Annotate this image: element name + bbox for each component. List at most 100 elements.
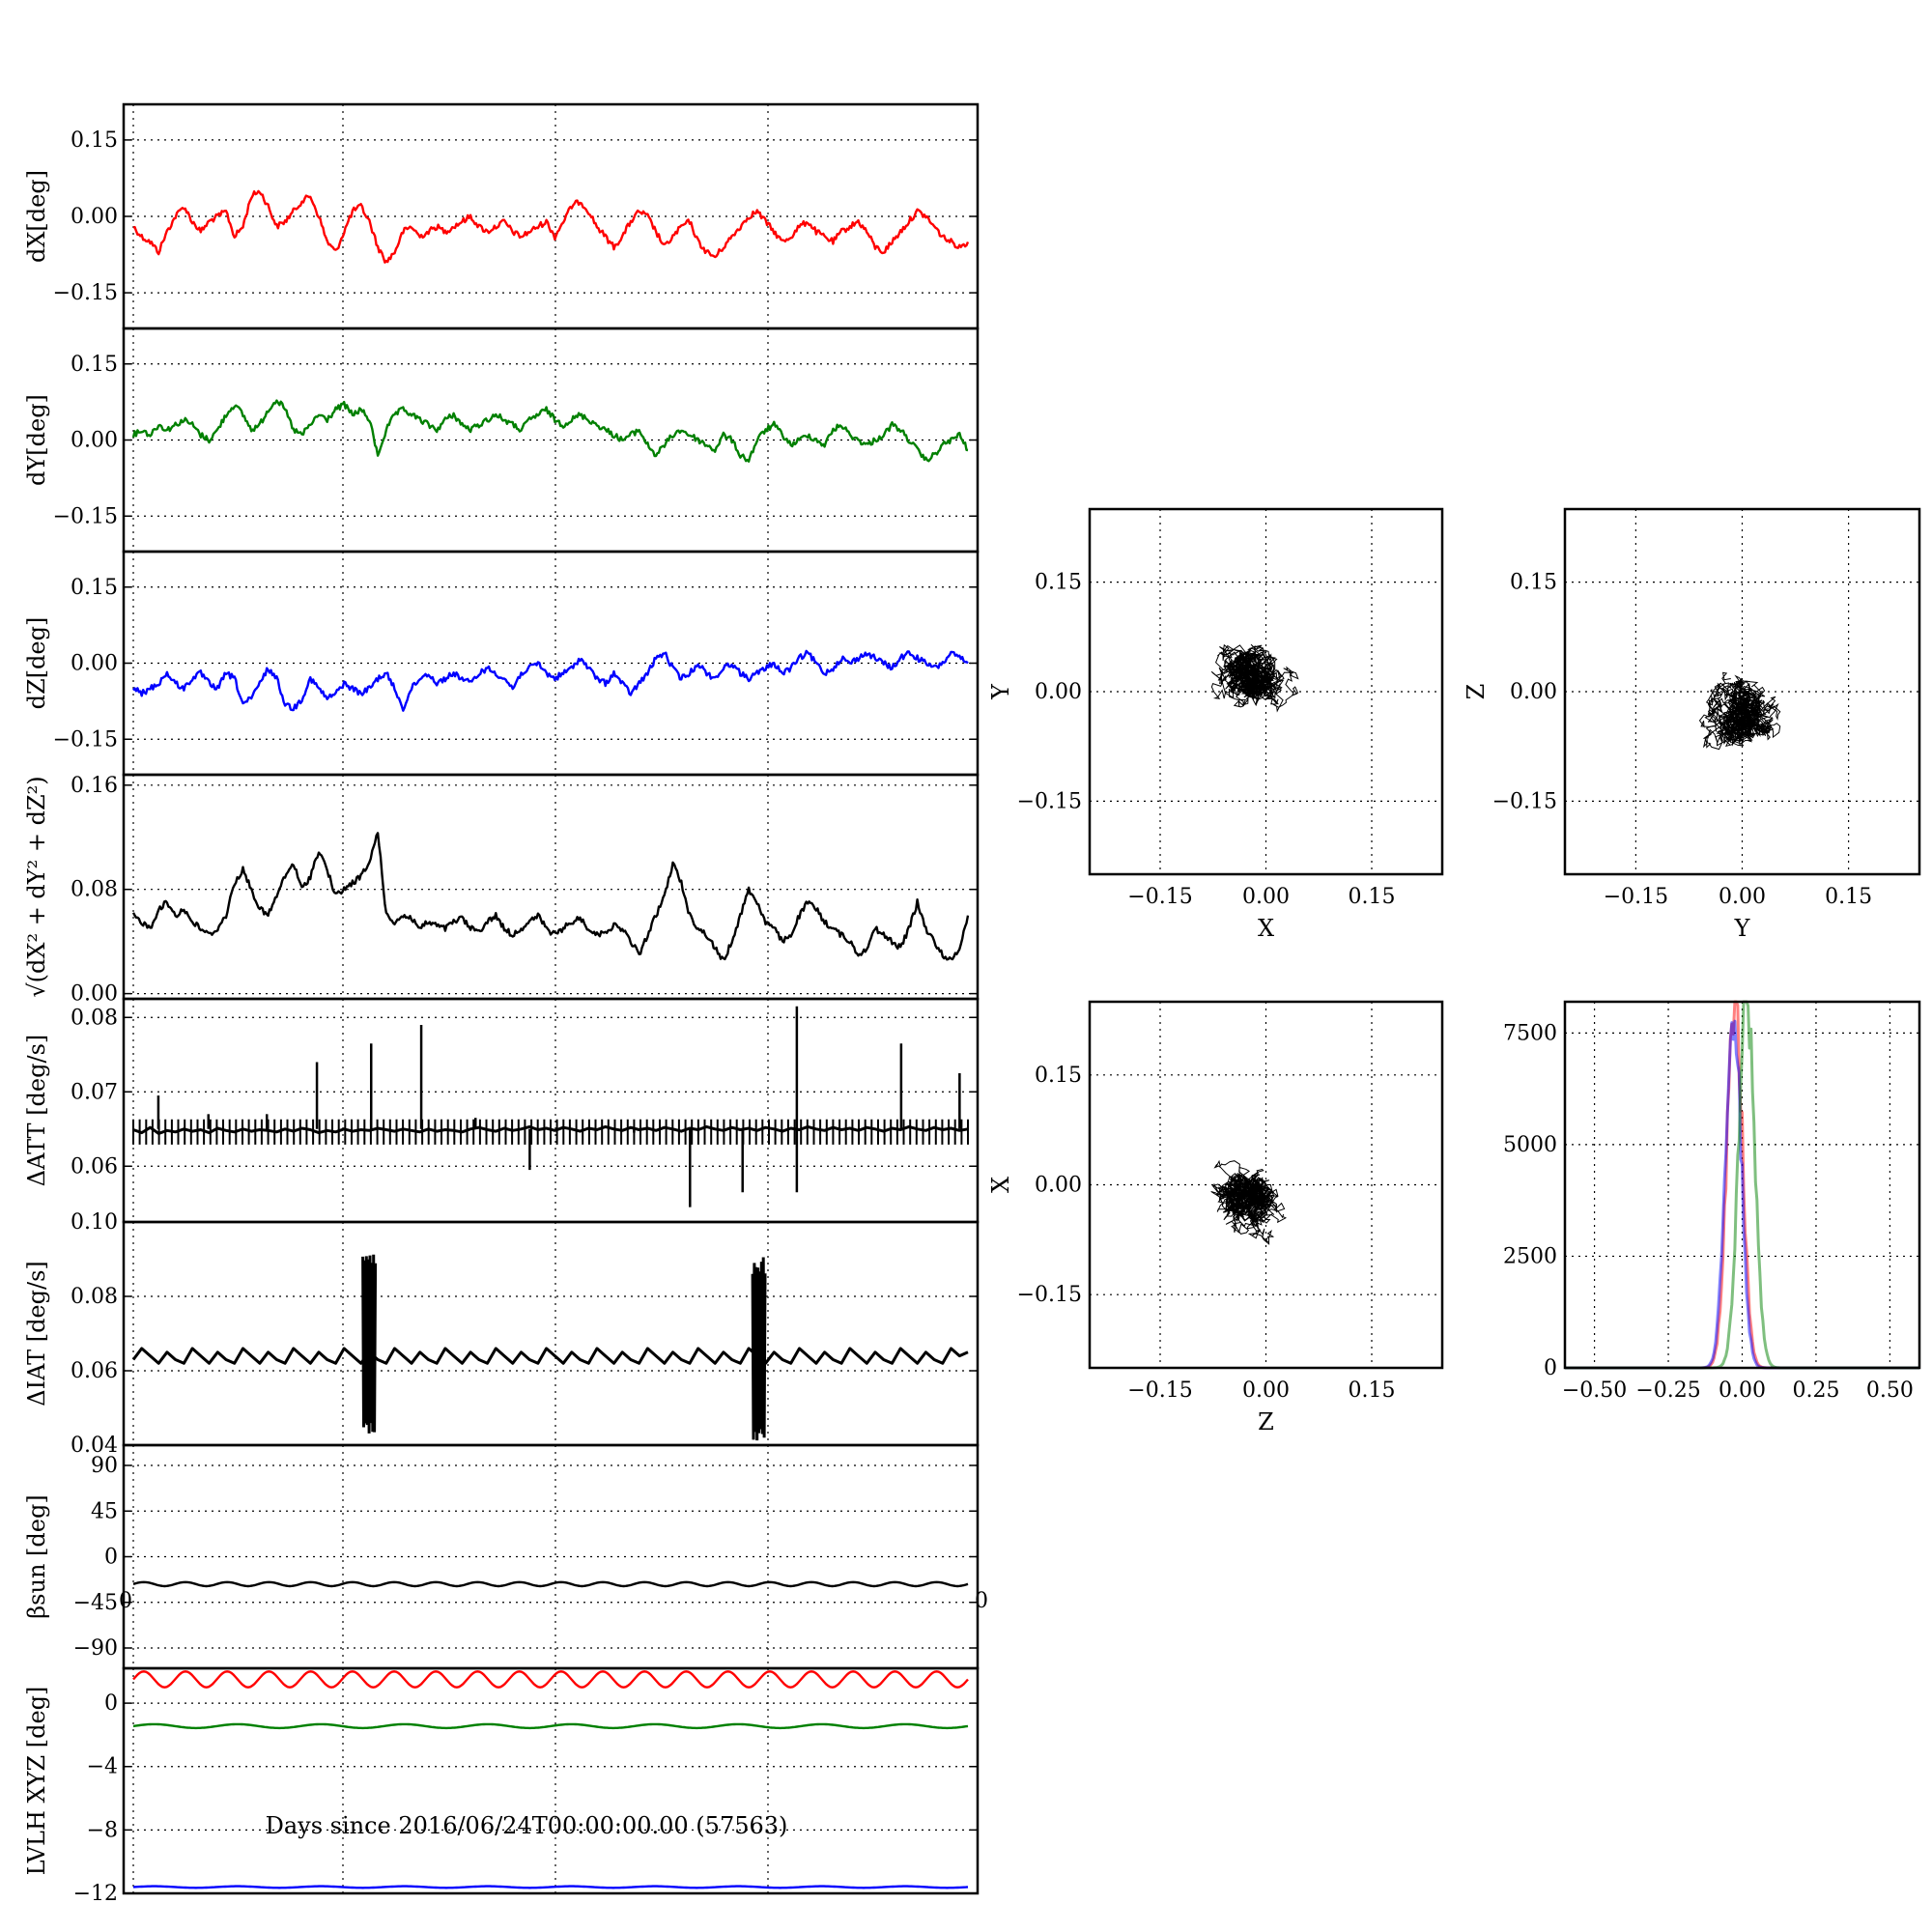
y-axis-label: Z (1463, 684, 1490, 700)
y-tick-label: 0.07 (71, 1080, 118, 1104)
panel-frame (122, 1220, 980, 1447)
x-axis: 0 0 Days since 2016/06/24T00:00:00.00 (575… (119, 1589, 988, 1839)
panel-xy: −0.15 −0.15 0.00 0.00 0.15 0.15 X Y (987, 507, 1444, 942)
x-tick-label: −0.15 (1127, 1378, 1192, 1403)
x-tick-label: −0.25 (1635, 1378, 1700, 1403)
x-tick-label: −0.15 (1127, 885, 1192, 909)
panel-datt: 0.08 0.07 0.06 ΔATT [deg/s] (23, 997, 980, 1224)
panel-dr: 0.16 0.08 0.00 √(dX² + dY² + dZ²) (23, 773, 980, 1007)
y-tick-label: 2500 (1503, 1244, 1557, 1268)
series-line-dy-0 (131, 399, 969, 463)
panel-frame (1563, 1000, 1921, 1370)
y-tick-label: −8 (87, 1818, 118, 1842)
y-axis-label: Y (987, 683, 1014, 700)
x-tick-label: 0.00 (1719, 1378, 1766, 1403)
x-tick-label: 0.15 (1349, 1378, 1396, 1403)
y-tick-label: 0.15 (71, 128, 118, 153)
y-tick-label: 0 (104, 1691, 118, 1716)
y-axis-label: √(dX² + dY² + dZ²) (23, 776, 50, 997)
y-tick-label: 0.00 (71, 652, 118, 676)
y-axis-label: ΔATT [deg/s] (23, 1035, 50, 1187)
x-tick-label: 0.00 (1242, 885, 1290, 909)
y-tick-label: −4 (87, 1755, 118, 1779)
y-tick-label: 0.00 (71, 429, 118, 453)
x-tick-label: 0.15 (1349, 885, 1396, 909)
y-tick-label: 45 (91, 1499, 118, 1523)
y-tick-label: 0.00 (71, 982, 118, 1007)
y-tick-label: 0.10 (71, 1210, 118, 1235)
y-tick-label: −0.15 (1017, 1283, 1082, 1307)
x-tick-label: 0.15 (1825, 885, 1872, 909)
panel-diat: 0.10 0.08 0.06 0.04 ΔIAT [deg/s] (23, 1210, 980, 1458)
y-tick-label: 0 (1544, 1356, 1557, 1380)
scatter-trace-zx (1210, 1159, 1288, 1245)
series-line-lvlh-2 (132, 1885, 969, 1889)
x-axis-label: Z (1258, 1408, 1274, 1435)
panel-hist: −0.50 −0.25 0.00 0.25 0.50 0 2500 5000 7500 (1503, 1000, 1921, 1403)
y-tick-label: −0.15 (53, 504, 118, 528)
y-tick-label: 0.00 (71, 205, 118, 229)
y-tick-label: 0.04 (71, 1434, 118, 1458)
y-axis-label: dZ[deg] (23, 617, 50, 710)
y-tick-label: 0.06 (71, 1359, 118, 1383)
y-axis-label: dY[deg] (23, 394, 50, 486)
y-tick-label: 0 (104, 1546, 118, 1570)
burst (751, 1257, 767, 1441)
y-tick-label: −0.15 (53, 727, 118, 752)
panel-yz: −0.15 −0.15 0.00 0.00 0.15 0.15 Y Z (1463, 507, 1921, 942)
x-tick-label: 0 (119, 1589, 132, 1613)
y-tick-label: 0.06 (71, 1154, 118, 1179)
y-tick-label: 7500 (1503, 1021, 1557, 1045)
y-axis-label: X (987, 1177, 1014, 1193)
y-axis-label: dX[deg] (23, 170, 50, 263)
panel-frame (122, 1666, 980, 1895)
y-tick-label: −0.15 (1492, 789, 1557, 813)
scatter-trace-xy (1210, 643, 1299, 713)
x-axis-label: X (1258, 915, 1274, 942)
panel-zx: −0.15 −0.15 0.00 0.00 0.15 0.15 Z X (987, 1000, 1444, 1435)
y-tick-label: −90 (73, 1636, 118, 1661)
y-axis-label: LVLH XYZ [deg] (23, 1687, 50, 1876)
y-tick-label: 0.15 (1035, 1064, 1082, 1088)
y-tick-label: 0.00 (1035, 680, 1082, 704)
panel-frame (1563, 507, 1921, 876)
y-tick-label: 0.15 (71, 576, 118, 600)
y-axis-label: ΔIAT [deg/s] (23, 1261, 50, 1406)
y-tick-label: 5000 (1503, 1133, 1557, 1157)
y-tick-label: 0.15 (1510, 571, 1557, 595)
x-tick-label: −0.15 (1604, 885, 1668, 909)
x-tick-label: 0.00 (1242, 1378, 1290, 1403)
y-axis-label: βsun [deg] (23, 1494, 50, 1618)
panel-frame (1088, 1000, 1444, 1370)
x-tick-label: −0.50 (1562, 1378, 1627, 1403)
y-tick-label: −12 (73, 1882, 118, 1906)
y-tick-label: 0.08 (71, 878, 118, 902)
panel-frame (122, 997, 980, 1224)
y-tick-label: −45 (73, 1591, 118, 1615)
panel-frame (122, 773, 980, 1001)
panel-lvlh: 0 −4 −8 −12 LVLH XYZ [deg] (23, 1666, 980, 1906)
y-tick-label: 0.16 (71, 774, 118, 798)
y-tick-label: 0.15 (1035, 571, 1082, 595)
datt-band (132, 1119, 969, 1145)
burst (361, 1254, 378, 1434)
y-tick-label: −0.15 (53, 281, 118, 305)
x-axis-label: Days since 2016/06/24T00:00:00.00 (57563… (266, 1812, 788, 1839)
y-tick-label: 0.00 (1035, 1174, 1082, 1198)
series-line-lvlh-0 (132, 1670, 969, 1689)
y-tick-label: 0.15 (71, 353, 118, 377)
series-line-diat-0 (131, 1347, 969, 1365)
y-tick-label: 0.08 (71, 1285, 118, 1309)
y-tick-label: −0.15 (1017, 789, 1082, 813)
x-tick-label: 0.50 (1866, 1378, 1914, 1403)
x-tick-label: 0.25 (1792, 1378, 1839, 1403)
y-tick-label: 90 (91, 1454, 118, 1478)
series-line-beta-0 (132, 1580, 969, 1588)
series-line-dz-0 (132, 649, 969, 712)
series-line-dx-0 (132, 189, 970, 264)
scatter-trace-yz (1698, 671, 1781, 751)
